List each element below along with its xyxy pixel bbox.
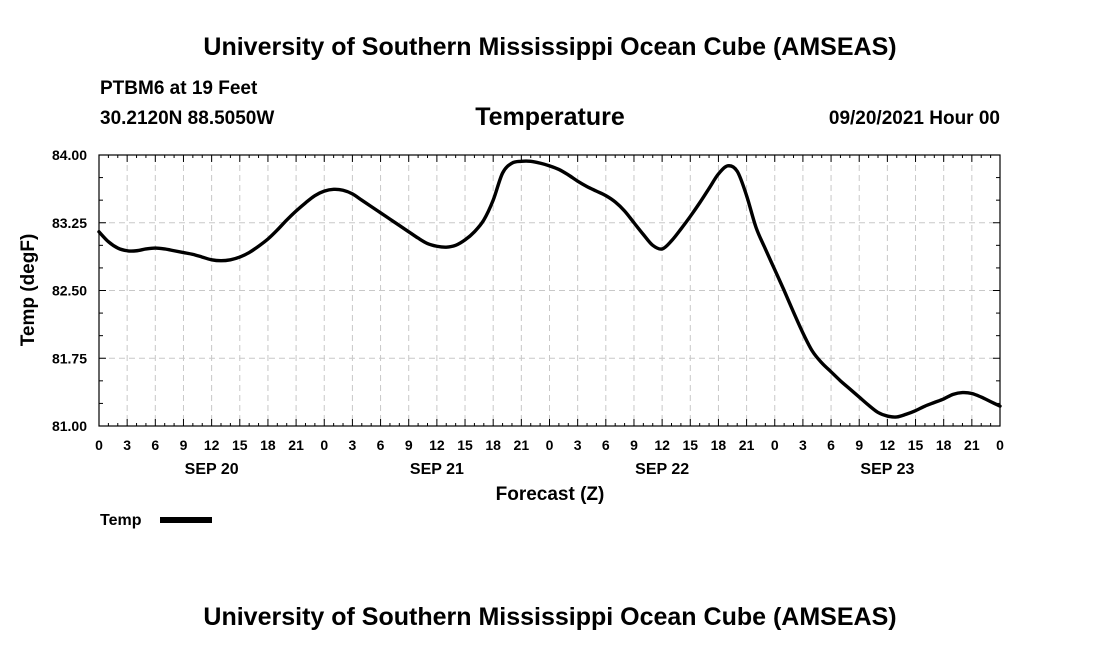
temp-series-line: [97, 159, 1002, 419]
x-tick-label: 18: [936, 437, 952, 453]
x-tick-label: 15: [232, 437, 248, 453]
grid: [99, 155, 1000, 426]
x-tick-label: 6: [151, 437, 159, 453]
x-tick-label: 9: [405, 437, 413, 453]
x-tick-label: 18: [260, 437, 276, 453]
x-tick-label: 15: [457, 437, 473, 453]
station-coords: 30.2120N 88.5050W: [100, 108, 274, 129]
y-tick-label: 81.75: [52, 350, 87, 366]
x-tick-label: 6: [827, 437, 835, 453]
x-tick-label: 18: [485, 437, 501, 453]
x-tick-label: 12: [204, 437, 220, 453]
x-tick-label: 12: [880, 437, 896, 453]
y-tick-label: 83.25: [52, 215, 87, 231]
x-tick-label: 6: [602, 437, 610, 453]
x-tick-label: 6: [377, 437, 385, 453]
station-label: PTBM6 at 19 Feet: [100, 78, 258, 99]
x-tick-label: 12: [654, 437, 670, 453]
legend-label: Temp: [100, 512, 142, 529]
y-tick-label: 84.00: [52, 147, 87, 163]
day-label: SEP 20: [185, 461, 239, 478]
y-axis-label: Temp (degF): [18, 234, 39, 347]
page-title: University of Southern Mississippi Ocean…: [203, 33, 896, 61]
x-tick-label: 21: [739, 437, 755, 453]
x-tick-label: 0: [95, 437, 103, 453]
day-label: SEP 22: [635, 461, 689, 478]
x-tick-label: 0: [996, 437, 1004, 453]
x-tick-label: 21: [964, 437, 980, 453]
day-label: SEP 23: [860, 461, 914, 478]
tick-labels: 0 3 6 9 12 15 18 21 0 3 6 9 12 15 18 21 0 3 6 9 12 15 18 21 0 3 6 9…: [52, 147, 1004, 478]
forecast-time: 09/20/2021 Hour 00: [829, 108, 1000, 129]
x-tick-label: 9: [630, 437, 638, 453]
x-tick-label: 15: [682, 437, 698, 453]
x-tick-label: 3: [349, 437, 357, 453]
x-tick-label: 9: [180, 437, 188, 453]
day-label: SEP 21: [410, 461, 464, 478]
x-tick-label: 18: [711, 437, 727, 453]
x-tick-label: 3: [123, 437, 131, 453]
x-tick-label: 12: [429, 437, 445, 453]
x-tick-label: 21: [288, 437, 304, 453]
y-tick-label: 82.50: [52, 283, 87, 299]
x-tick-label: 0: [546, 437, 554, 453]
chart-title: Temperature: [475, 103, 625, 131]
x-tick-label: 3: [799, 437, 807, 453]
x-tick-label: 9: [855, 437, 863, 453]
y-tick-label: 81.00: [52, 418, 87, 434]
x-tick-label: 0: [320, 437, 328, 453]
x-tick-label: 0: [771, 437, 779, 453]
x-tick-label: 15: [908, 437, 924, 453]
x-tick-label: 21: [514, 437, 530, 453]
x-tick-label: 3: [574, 437, 582, 453]
footer-title: University of Southern Mississippi Ocean…: [203, 603, 896, 631]
plot-frame: [98, 154, 1001, 427]
x-axis-label: Forecast (Z): [496, 484, 605, 505]
